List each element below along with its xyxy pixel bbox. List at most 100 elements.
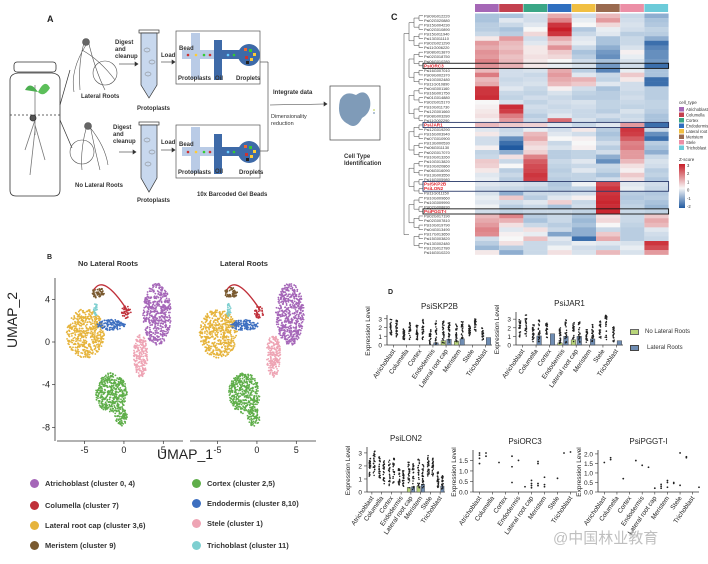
umap-point xyxy=(249,381,252,384)
umap-point xyxy=(271,351,274,354)
umap-point xyxy=(270,347,273,350)
umap-point xyxy=(82,348,85,351)
heatmap-cell xyxy=(644,81,669,87)
heatmap-cell xyxy=(499,150,524,155)
umap-point xyxy=(96,294,99,296)
umap-point xyxy=(233,345,236,347)
umap-point xyxy=(119,380,122,382)
plot-point xyxy=(415,330,418,332)
umap-point xyxy=(153,296,155,298)
umap-point xyxy=(105,396,108,399)
umap-point xyxy=(241,388,243,391)
umap-point xyxy=(120,398,122,401)
umap-point xyxy=(215,351,218,354)
heatmap-gene-label: Psi02G017070 xyxy=(424,150,451,155)
heatmap-legend-label: Meristem xyxy=(686,135,704,140)
heatmap-cell xyxy=(475,109,500,114)
umap-point xyxy=(226,319,228,322)
umap-point xyxy=(149,310,152,312)
umap-point xyxy=(228,305,231,308)
umap-point xyxy=(283,310,286,312)
umap-point xyxy=(119,408,122,411)
umap-point xyxy=(223,342,226,345)
heatmap-cell xyxy=(475,195,500,201)
heatmap-cell xyxy=(475,68,500,73)
heatmap-cell xyxy=(547,59,572,64)
umap-point xyxy=(280,290,282,293)
heatmap-cell xyxy=(620,236,645,242)
umap-point xyxy=(285,300,288,303)
umap-point xyxy=(72,318,75,321)
umap-point xyxy=(255,309,258,312)
umap-point xyxy=(77,343,80,345)
heatmap-cell xyxy=(596,104,621,110)
heatmap-cell xyxy=(499,222,524,228)
umap-point xyxy=(166,299,168,302)
dendrogram-branch xyxy=(418,142,423,148)
umap-point xyxy=(301,320,304,323)
umap-point xyxy=(276,352,278,355)
umap-point xyxy=(94,338,97,341)
label-bead-top: Bead xyxy=(179,46,194,52)
heatmap-cell xyxy=(571,181,596,187)
umap-point xyxy=(228,321,230,324)
heatmap-cell xyxy=(620,113,645,119)
dendrogram-branch xyxy=(418,124,423,130)
heatmap-dendrogram xyxy=(403,15,423,249)
plot-point xyxy=(442,329,444,331)
umap-point xyxy=(98,289,101,292)
umap-point xyxy=(95,320,98,323)
umap-point xyxy=(230,316,232,318)
umap-point xyxy=(90,327,93,330)
umap-point xyxy=(289,326,292,329)
umap-point xyxy=(80,334,83,337)
umap-point xyxy=(115,320,117,323)
umap-point xyxy=(256,412,259,414)
heatmap-cell xyxy=(547,222,572,228)
heatmap-cell xyxy=(644,77,669,82)
umap-point xyxy=(245,376,248,379)
umap-point xyxy=(224,355,227,357)
plot-point xyxy=(422,330,425,333)
plot-point xyxy=(460,320,463,323)
heatmap-cell xyxy=(523,127,548,132)
plot-point xyxy=(422,322,425,325)
umap-point xyxy=(152,317,155,320)
umap-point xyxy=(160,300,163,303)
umap-point xyxy=(101,320,104,323)
umap-point xyxy=(138,349,141,352)
umap-point xyxy=(161,320,164,322)
umap-point xyxy=(220,333,223,336)
heatmap-cell xyxy=(644,13,669,19)
umap-point xyxy=(292,330,295,333)
umap-xlabel: UMAP_1 xyxy=(157,446,214,462)
heatmap-cell xyxy=(523,241,548,246)
plot-point xyxy=(430,328,432,331)
umap-point xyxy=(86,321,89,324)
umap-point xyxy=(269,351,272,354)
plot-point xyxy=(455,340,457,342)
umap-point xyxy=(103,398,106,401)
umap-point xyxy=(213,345,216,348)
umap-point xyxy=(269,362,272,365)
umap-point xyxy=(241,373,244,376)
umap-point xyxy=(143,314,146,317)
heatmap-cell xyxy=(596,222,621,228)
umap-point xyxy=(245,388,247,391)
heatmap-cell xyxy=(644,140,669,146)
umap-point xyxy=(91,341,94,343)
legend-dot xyxy=(192,541,201,550)
legend-item-trichoblast: Trichoblast (cluster 11) xyxy=(192,541,289,550)
umap-point xyxy=(159,305,162,308)
umap-point xyxy=(287,306,290,309)
heatmap-column-annotation xyxy=(547,4,572,12)
umap-point xyxy=(145,348,148,351)
umap-point xyxy=(124,389,127,391)
heatmap-cell xyxy=(523,209,548,214)
umap-point xyxy=(114,374,117,377)
umap-point xyxy=(158,338,161,341)
plot-point xyxy=(448,338,450,340)
umap-point xyxy=(234,327,236,330)
umap-point xyxy=(234,379,236,382)
umap-point xyxy=(159,312,162,314)
